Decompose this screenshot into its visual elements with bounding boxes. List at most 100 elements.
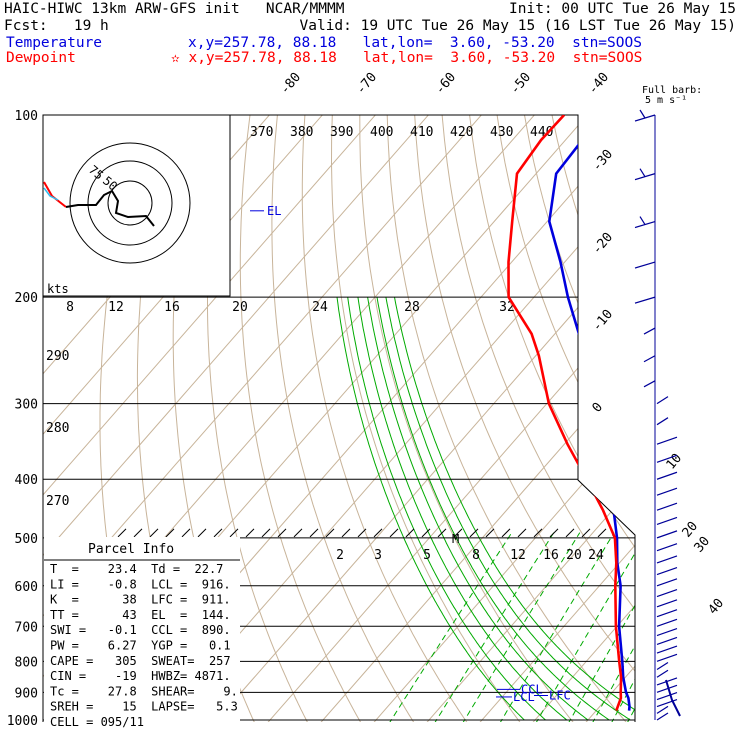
isotherm-line [736,102,740,733]
wind-barb [643,380,656,388]
theta-label: 390 [330,125,353,140]
barb-key-line2: 5 m s⁻¹ [645,95,688,106]
wind-barbs [634,109,681,721]
freezing-hatch [597,528,607,538]
isotherm-label: -70 [354,70,381,98]
pressure-tick-label: 300 [15,398,38,413]
mixing-ratio-line [382,532,513,722]
freezing-hatch [517,528,527,538]
theta-label: 400 [370,125,393,140]
parcel-info-box: Parcel Info T = 23.4 Td = 22.7LI = -0.8 L… [44,537,240,729]
isotherm-label: 10 [664,451,686,473]
barb-key-line1: Full barb: [642,85,703,96]
freezing-hatch [261,528,271,538]
wind-barb [656,691,678,701]
wind-barb [656,609,678,618]
parcel-info-row: SREH = 15 LAPSE= 5.3 [50,700,238,714]
isotherm-line [205,115,635,722]
hodo-ring-inner [107,180,153,226]
freezing-hatch [373,528,383,538]
dry-adiabat-line [414,115,635,722]
pressure-tick-label: 1000 [7,714,38,729]
hodo-kts-label: kts [47,282,69,296]
wind-barb [643,355,656,363]
dry-adiabat-line [496,115,635,722]
wind-barb [656,502,678,511]
moist-adiabat-label: 12 [108,300,124,315]
isotherm-label: -80 [278,70,305,98]
mixing-ratio-line [456,532,581,722]
wind-barb [634,261,656,269]
freezing-hatch [341,528,351,538]
mixing-ratio-label: 12 [510,548,526,563]
wind-barb [656,645,678,654]
freezing-hatch [469,528,479,538]
wind-barb [656,578,678,587]
moist-adiabat-line [347,297,546,721]
wind-barb [656,627,678,637]
hodo-ring-outer [69,142,191,264]
freezing-hatch [421,528,431,538]
wind-barb-half [639,168,646,177]
freezing-hatch [293,528,303,538]
wind-barb [656,530,678,539]
mixing-ratio-line [605,532,635,722]
init-time: Init: 00 UTC Tue 26 May 15 [509,1,736,17]
pressure-tick-label: 200 [15,291,38,306]
wind-barb [656,698,678,708]
hodo-trace [65,189,155,227]
isotherm-label: -20 [590,230,617,258]
dry-adiabat-line [271,115,421,722]
freezing-hatch [405,528,415,538]
temperature-location: x,y=257.78, 88.18 lat,lon= 3.60, -53.20 … [188,35,642,51]
freezing-hatch [229,528,239,538]
theta-label: 430 [490,125,513,140]
isotherm-line [683,102,740,733]
mixing-ratio-label: 16 [543,548,559,563]
freezing-hatch [437,528,447,538]
wind-barb [656,516,678,525]
pressure-tick-label: 700 [15,620,38,635]
isotherm-line [43,115,494,722]
theta-label: 280 [46,421,69,436]
freezing-hatch [149,528,159,538]
freezing-hatch [133,528,143,538]
isotherm-label: -50 [508,70,535,98]
freezing-hatch [389,528,399,538]
lfc-label: LFC [549,689,571,703]
isotherm-label: 30 [692,534,714,556]
parcel-info-row: TT = 43 EL = 144. [50,608,231,622]
dry-adiabat-line [633,115,635,722]
isotherm-line [629,115,635,722]
wind-barb [656,618,678,627]
dry-adiabat-line [578,115,635,722]
moist-adiabat-label: 16 [164,300,180,315]
theta-label: 270 [46,494,69,509]
parcel-info-row: CELL = 095/11 [50,715,144,729]
moist-adiabat-label: 20 [232,300,248,315]
isotherm-line [43,115,388,722]
freezing-hatch [485,528,495,538]
isotherm-label: -10 [590,307,617,335]
parcel-info-row: K = 38 LFC = 911. [50,593,231,607]
wind-barb-half [639,216,646,225]
wind-barb-half [639,109,646,119]
isotherm-label: 40 [706,596,728,618]
wind-barb [656,567,678,576]
pressure-tick-label: 400 [15,473,38,488]
hodo-trace-cyan [43,187,59,201]
parcel-info-row: PW = 6.27 YGP = 0.1 [50,639,231,653]
theta-label: 420 [450,125,473,140]
surface-barb-cluster [665,679,681,717]
wind-barb [656,705,669,714]
wind-barb [643,327,656,335]
wind-barb [656,636,678,645]
mixing-ratio-line [586,532,635,722]
moist-adiabat-line [367,297,589,721]
mixing-ratio-label: 3 [374,548,382,563]
mixing-ratio-label: 2 [336,548,344,563]
wind-barb [656,669,669,678]
